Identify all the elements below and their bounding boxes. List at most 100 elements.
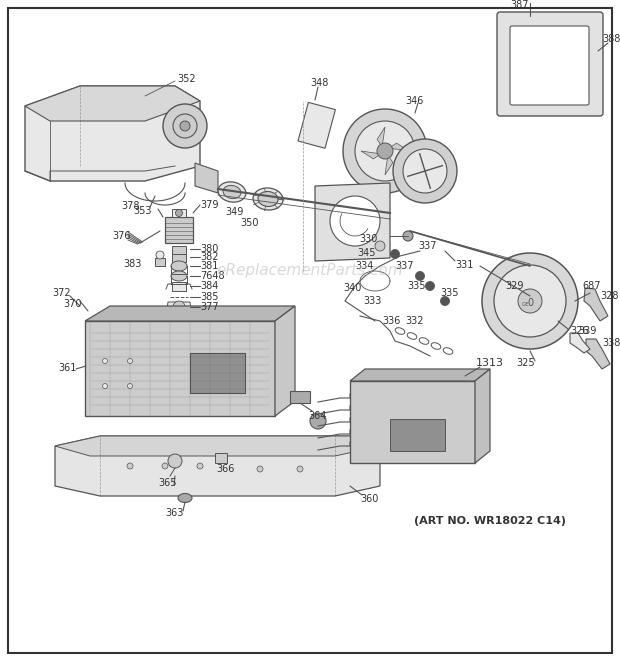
Text: 7648: 7648 xyxy=(200,271,224,281)
Circle shape xyxy=(257,466,263,472)
Circle shape xyxy=(375,241,385,251)
Text: 365: 365 xyxy=(158,478,177,488)
Polygon shape xyxy=(361,151,385,159)
Polygon shape xyxy=(315,183,390,261)
Circle shape xyxy=(197,463,203,469)
Circle shape xyxy=(403,149,447,193)
Polygon shape xyxy=(166,302,192,315)
Bar xyxy=(215,453,227,463)
Polygon shape xyxy=(85,306,295,321)
Bar xyxy=(172,254,186,262)
Circle shape xyxy=(175,210,182,217)
FancyBboxPatch shape xyxy=(510,26,589,105)
Bar xyxy=(172,246,186,254)
Circle shape xyxy=(102,358,107,364)
Text: 325: 325 xyxy=(516,358,534,368)
Text: 353: 353 xyxy=(133,206,151,216)
Text: 335: 335 xyxy=(440,288,459,298)
Text: 345: 345 xyxy=(357,248,376,258)
Text: 339: 339 xyxy=(578,326,596,336)
Text: 370: 370 xyxy=(63,299,81,309)
Text: 376: 376 xyxy=(112,231,130,241)
Circle shape xyxy=(403,231,413,241)
Circle shape xyxy=(297,466,303,472)
Circle shape xyxy=(127,463,133,469)
Text: 372: 372 xyxy=(52,288,71,298)
Bar xyxy=(172,209,186,217)
Text: 363: 363 xyxy=(165,508,184,518)
Circle shape xyxy=(310,413,326,429)
Circle shape xyxy=(343,109,427,193)
Polygon shape xyxy=(275,306,295,416)
Text: 366: 366 xyxy=(216,464,234,474)
Text: 388: 388 xyxy=(602,34,620,44)
Circle shape xyxy=(163,104,207,148)
Circle shape xyxy=(128,358,133,364)
Text: 379: 379 xyxy=(200,200,218,210)
Polygon shape xyxy=(385,151,393,175)
Bar xyxy=(298,102,335,148)
Text: 0: 0 xyxy=(527,298,533,308)
Bar xyxy=(155,258,165,266)
Bar xyxy=(390,419,445,451)
Text: 384: 384 xyxy=(200,281,218,291)
Circle shape xyxy=(518,289,542,313)
Polygon shape xyxy=(586,339,610,369)
Ellipse shape xyxy=(218,182,246,202)
Circle shape xyxy=(330,196,380,246)
Text: 382: 382 xyxy=(200,252,218,262)
Polygon shape xyxy=(570,333,590,353)
Circle shape xyxy=(377,143,393,159)
Text: 335: 335 xyxy=(407,281,425,291)
Text: 387: 387 xyxy=(510,0,528,10)
Text: 329: 329 xyxy=(505,281,523,291)
Ellipse shape xyxy=(223,186,241,198)
Circle shape xyxy=(425,282,435,290)
Circle shape xyxy=(494,265,566,337)
Text: 361: 361 xyxy=(58,363,76,373)
Text: 337: 337 xyxy=(418,241,436,251)
Text: 331: 331 xyxy=(455,260,474,270)
Circle shape xyxy=(415,272,425,280)
Text: 330: 330 xyxy=(360,234,378,244)
Ellipse shape xyxy=(178,494,192,502)
Text: 378: 378 xyxy=(122,201,140,211)
Ellipse shape xyxy=(253,188,283,210)
Text: 380: 380 xyxy=(200,244,218,254)
Circle shape xyxy=(173,114,197,138)
Polygon shape xyxy=(350,369,490,381)
Polygon shape xyxy=(350,381,475,463)
Text: 1313: 1313 xyxy=(476,358,504,368)
Text: 332: 332 xyxy=(405,316,423,326)
Text: (ART NO. WR18022 C14): (ART NO. WR18022 C14) xyxy=(414,516,566,526)
Circle shape xyxy=(102,383,107,389)
Polygon shape xyxy=(25,86,200,181)
Text: 360: 360 xyxy=(360,494,378,504)
Text: 350: 350 xyxy=(240,218,259,228)
Circle shape xyxy=(173,301,185,313)
Text: 338: 338 xyxy=(602,338,620,348)
Text: 337: 337 xyxy=(395,261,414,271)
Ellipse shape xyxy=(258,192,278,206)
Ellipse shape xyxy=(171,261,187,271)
Polygon shape xyxy=(475,369,490,463)
Circle shape xyxy=(180,121,190,131)
Text: 364: 364 xyxy=(308,411,326,421)
Polygon shape xyxy=(385,143,409,151)
Polygon shape xyxy=(377,127,385,151)
Text: 383: 383 xyxy=(123,259,142,269)
Text: 326: 326 xyxy=(570,326,588,336)
Text: 352: 352 xyxy=(177,74,196,84)
Bar xyxy=(290,391,310,403)
Circle shape xyxy=(355,121,415,181)
Text: 348: 348 xyxy=(310,78,329,88)
Polygon shape xyxy=(584,288,608,321)
Circle shape xyxy=(391,249,399,258)
Bar xyxy=(190,353,245,393)
Polygon shape xyxy=(195,163,218,193)
Circle shape xyxy=(168,454,182,468)
Text: 349: 349 xyxy=(225,207,244,217)
Text: eReplacementParts.com: eReplacementParts.com xyxy=(216,264,404,278)
Text: 340: 340 xyxy=(343,283,361,293)
Text: 336: 336 xyxy=(382,316,401,326)
